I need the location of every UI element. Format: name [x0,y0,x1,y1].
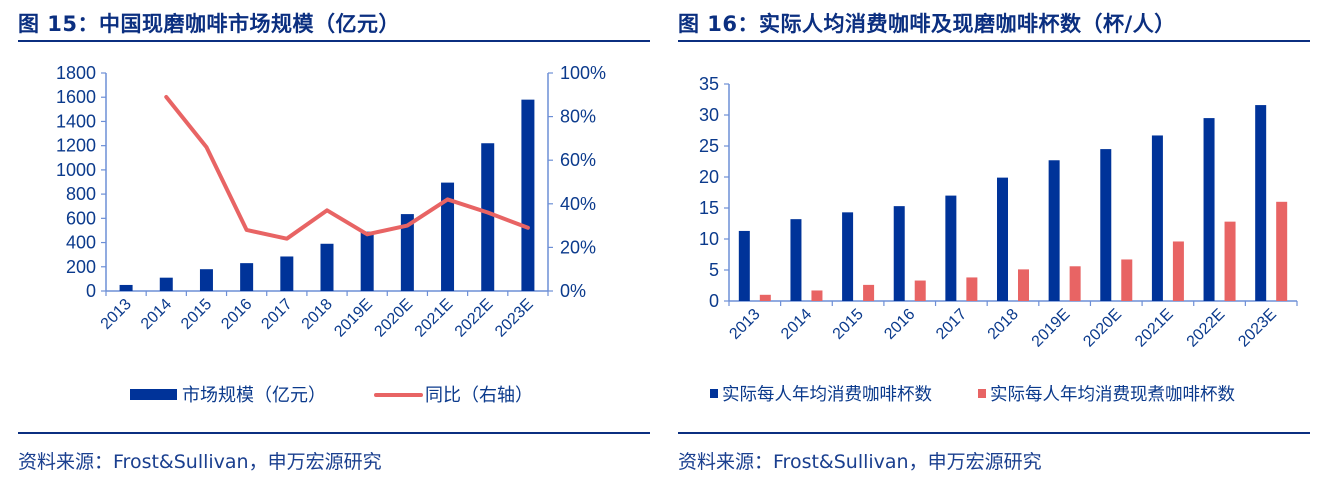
y-tick-label: 1600 [56,87,96,107]
figure-16-source: 资料来源：Frost&Sullivan，申万宏源研究 [678,451,1042,473]
bar-2019E [1048,160,1060,301]
bar-2017 [945,195,957,301]
y-tick-label: 0 [709,291,719,311]
x-tick-label: 2022E [452,296,497,341]
y-tick-label: 800 [66,184,96,204]
x-tick-label: 2015 [178,296,215,333]
legend-swatch-coffee [710,389,718,398]
bar-2016 [914,280,926,301]
y-tick-label: 1000 [56,160,96,180]
y-tick-label: 20 [699,167,719,187]
bar-2023E [1255,105,1267,301]
bar-2019E [360,231,374,291]
x-tick-label: 2019E [331,296,376,341]
bar-2021E [441,182,455,291]
x-tick-label: 2021E [412,296,457,341]
x-tick-label: 2016 [881,306,918,343]
y2-tick-label: 0% [560,281,586,301]
x-tick-label: 2017 [258,296,295,333]
bar-2022E [1224,221,1236,301]
legend-label-fresh-coffee: 实际每人年均消费现煮咖啡杯数 [990,384,1235,404]
figure-16-title: 图 16：实际人均消费咖啡及现磨咖啡杯数（杯/人） [678,12,1176,36]
x-tick-label: 2018 [985,306,1022,343]
x-tick-label: 2013 [98,296,135,333]
y2-tick-label: 100% [560,63,606,83]
bar-2023E [521,99,535,292]
yoy-growth-line [164,94,530,241]
x-tick-label: 2013 [726,306,763,343]
y-tick-label: 5 [709,260,719,280]
y2-tick-label: 40% [560,194,596,214]
bar-2020E [1100,149,1112,301]
y2-tick-label: 20% [560,237,596,257]
legend-swatch-fresh-coffee [978,389,986,398]
figure-15-source: 资料来源：Frost&Sullivan，申万宏源研究 [18,451,382,473]
x-tick-label: 2014 [138,296,175,333]
y-tick-label: 15 [699,198,719,218]
x-tick-label: 2014 [778,306,815,343]
bar-2017 [280,256,294,291]
bar-2013 [119,284,133,291]
bar-2017 [966,277,978,301]
x-tick-label: 2020E [371,296,416,341]
bar-2014 [811,290,823,301]
legend-label-market-size: 市场规模（亿元） [182,385,326,405]
bar-2022E [481,143,495,291]
bar-2020E [1121,259,1133,301]
bar-2013 [738,230,750,301]
title-divider [678,40,1310,42]
source-divider [18,432,650,434]
source-divider [678,432,1310,434]
y-tick-label: 35 [699,74,719,94]
bar-2013 [759,294,771,301]
legend-label-yoy: 同比（右轴） [425,385,533,405]
bar-2021E [1151,135,1163,301]
x-tick-label: 2016 [218,296,255,333]
bar-2019E [1069,266,1081,301]
x-tick-label: 2019E [1029,306,1074,351]
figure-15-title: 图 15：中国现磨咖啡市场规模（亿元） [18,12,401,36]
title-divider [18,40,650,42]
x-tick-label: 2023E [1235,306,1280,351]
bar-2016 [893,206,905,301]
y2-tick-label: 60% [560,150,596,170]
bar-2021E [1172,241,1184,301]
figure-15-panel: 图 15：中国现磨咖啡市场规模（亿元） 0 200 400 600 800 1000 120… [0,0,655,493]
bar-2020E [400,214,414,291]
y-tick-label: 200 [66,257,96,277]
y-tick-label: 0 [86,281,96,301]
y-tick-label: 1800 [56,63,96,83]
legend-bar-swatch [130,389,177,400]
bar-2016 [240,263,254,291]
bar-2014 [790,219,802,301]
x-tick-label: 2015 [830,306,867,343]
y-tick-label: 1200 [56,136,96,156]
bar-2023E [1276,201,1288,301]
y-tick-label: 600 [66,208,96,228]
bar-2015 [863,284,875,301]
bar-2018 [1018,269,1029,301]
bar-2018 [997,177,1008,301]
bar-2015 [842,212,854,301]
x-tick-label: 2017 [933,306,970,343]
y-tick-label: 10 [699,229,719,249]
y-tick-label: 30 [699,105,719,125]
bar-2022E [1203,118,1215,301]
y-tick-label: 400 [66,233,96,253]
figure-16-panel: 图 16：实际人均消费咖啡及现磨咖啡杯数（杯/人） 0 5 10 15 20 25 30 35… [660,0,1317,493]
legend-label-coffee: 实际每人年均消费咖啡杯数 [722,384,932,404]
y-tick-label: 1400 [56,111,96,131]
x-tick-label: 2022E [1184,306,1229,351]
bar-2015 [199,269,213,291]
x-tick-label: 2020E [1080,306,1125,351]
x-tick-label: 2021E [1132,306,1177,351]
y2-tick-label: 80% [560,107,596,127]
bar-2018 [320,243,334,291]
y-tick-label: 25 [699,136,719,156]
x-tick-label: 2023E [492,296,537,341]
bar-2014 [159,277,173,291]
x-tick-label: 2018 [299,296,336,333]
